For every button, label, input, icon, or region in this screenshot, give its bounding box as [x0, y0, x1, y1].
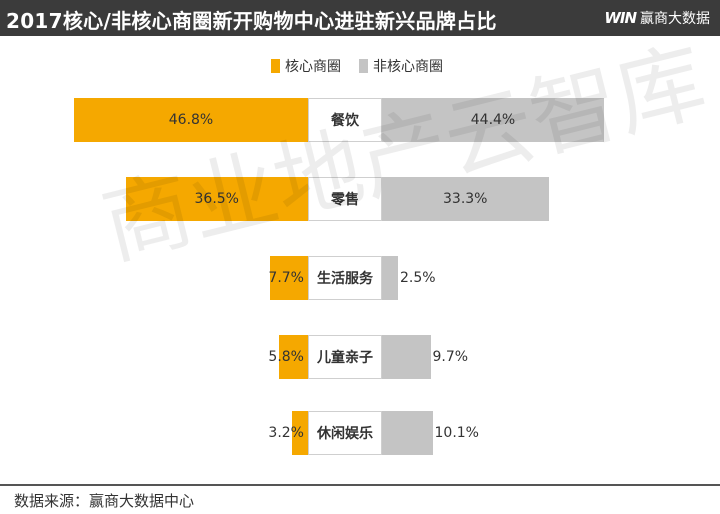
- value-label-noncore-0: 44.4%: [470, 112, 516, 128]
- bar-core-2: [269, 256, 308, 300]
- value-label-core-1: 36.5%: [194, 191, 239, 207]
- legend-item-core: 核心商圈: [271, 56, 341, 76]
- legend-label-core: 核心商圈: [285, 59, 341, 75]
- bar-noncore-2: [382, 256, 398, 300]
- legend: 核心商圈 非核心商圈: [271, 56, 461, 76]
- header-bar: 2017核心/非核心商圈新开购物中心进驻新兴品牌占比 WIN 赢商大数据: [0, 0, 720, 36]
- legend-label-noncore: 非核心商圈: [373, 59, 443, 75]
- data-source: 数据来源：赢商大数据中心: [14, 492, 195, 510]
- value-label-noncore-4: 10.1%: [434, 425, 479, 441]
- category-label-4: 休闲娱乐: [308, 411, 382, 455]
- category-label-1: 零售: [308, 177, 382, 221]
- brand: WIN 赢商大数据: [604, 8, 710, 28]
- bar-core-3: [279, 335, 308, 379]
- bar-noncore-3: [382, 335, 431, 379]
- legend-item-noncore: 非核心商圈: [359, 56, 443, 76]
- value-label-noncore-3: 9.7%: [432, 349, 469, 365]
- value-label-core-0: 46.8%: [168, 112, 214, 128]
- bar-core-1: [125, 177, 308, 221]
- bar-noncore-0: [382, 98, 604, 142]
- bar-core-4: [292, 411, 308, 455]
- category-label-0: 餐饮: [308, 98, 382, 142]
- brand-name: 赢商大数据: [640, 11, 710, 27]
- legend-swatch-noncore: [359, 59, 368, 73]
- value-label-core-3: 5.8%: [268, 349, 304, 365]
- bar-noncore-1: [382, 177, 549, 221]
- value-label-core-4: 3.2%: [268, 425, 304, 441]
- value-label-core-2: 7.7%: [268, 270, 304, 286]
- bar-core-0: [74, 98, 308, 142]
- brand-logo: WIN: [604, 9, 637, 27]
- chart-title: 2017核心/非核心商圈新开购物中心进驻新兴品牌占比: [6, 9, 497, 33]
- category-label-2: 生活服务: [308, 256, 382, 300]
- footer-divider: [0, 484, 720, 486]
- brand-logo-text: WIN: [604, 9, 637, 27]
- value-label-noncore-2: 2.5%: [400, 270, 436, 286]
- legend-swatch-core: [271, 59, 280, 73]
- bar-noncore-4: [382, 411, 433, 455]
- value-label-noncore-1: 33.3%: [443, 191, 488, 207]
- category-label-3: 儿童亲子: [308, 335, 382, 379]
